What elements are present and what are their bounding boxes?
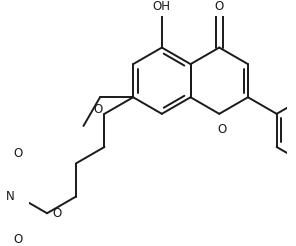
- Text: O: O: [14, 147, 23, 160]
- Text: N: N: [6, 190, 15, 203]
- Text: O: O: [94, 103, 103, 116]
- Text: O: O: [14, 233, 23, 246]
- Text: O: O: [217, 123, 226, 136]
- Text: O: O: [215, 0, 224, 13]
- Text: O: O: [52, 207, 62, 220]
- Text: OH: OH: [153, 0, 171, 13]
